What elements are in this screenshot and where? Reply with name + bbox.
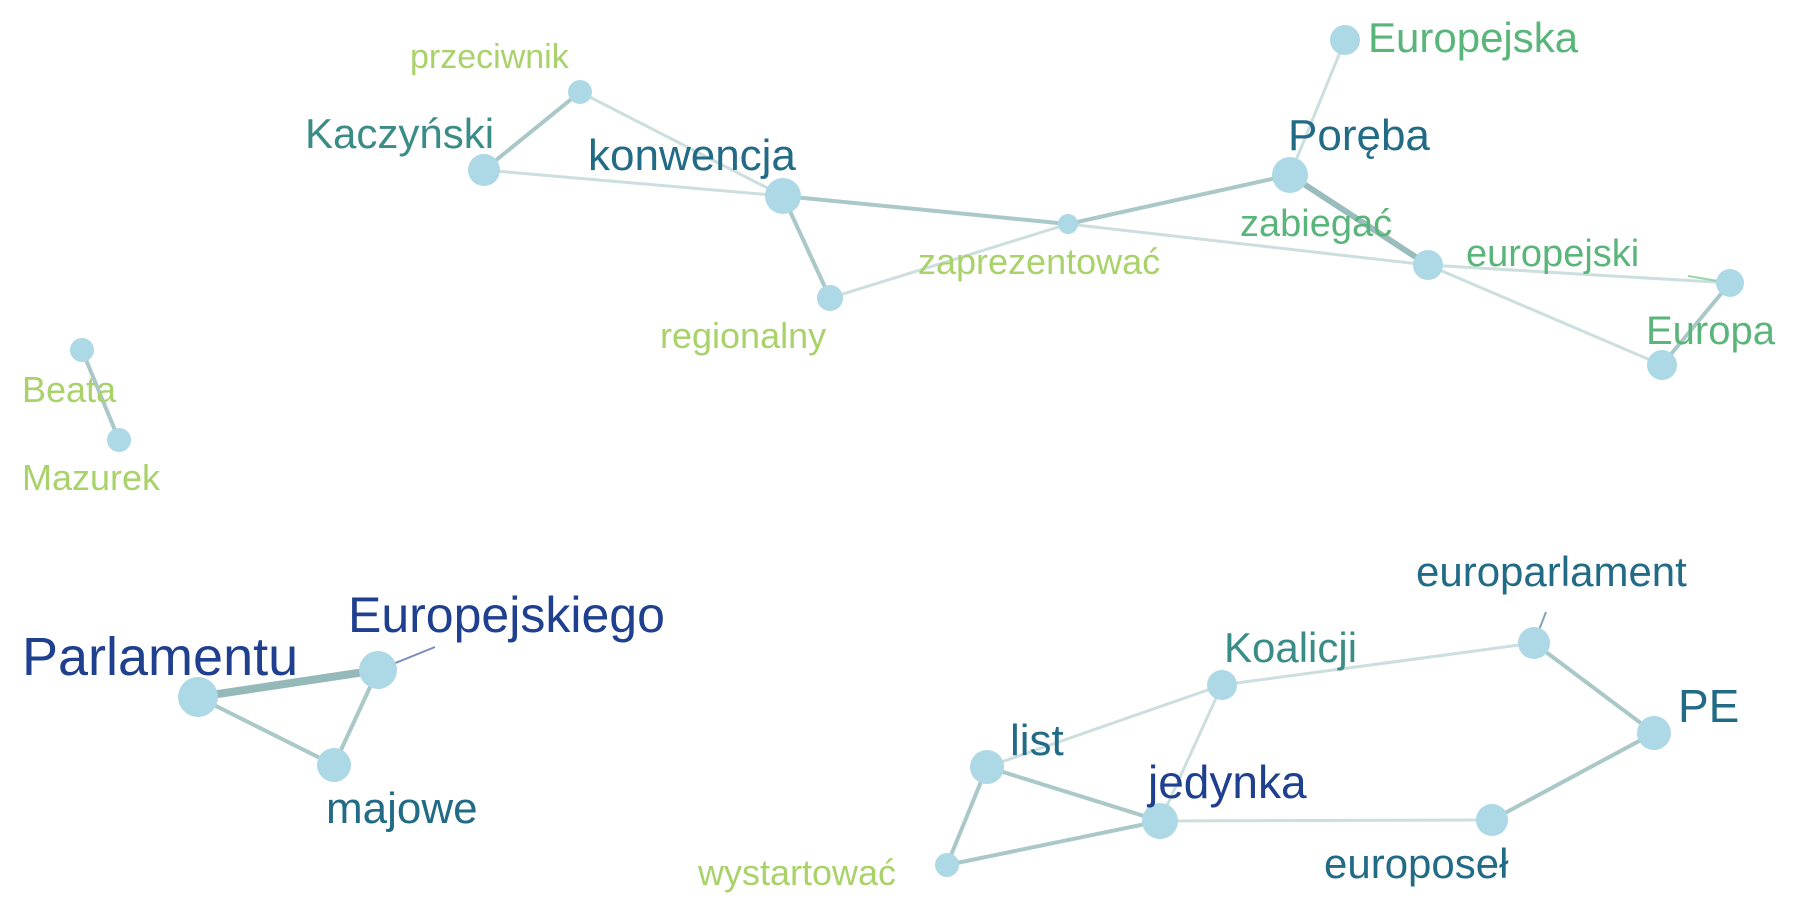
node-Beata[interactable]: [70, 338, 94, 362]
node-Mazurek[interactable]: [107, 428, 131, 452]
edges-layer: [80, 38, 1732, 867]
node-regionalny[interactable]: [817, 285, 843, 311]
node-label-przeciwnik: przeciwnik: [410, 38, 570, 76]
edge-regionalny-zaprezentowac: [828, 222, 1070, 300]
edge-europosel-jedynka: [1158, 818, 1494, 823]
edge-Kaczynski-konwencja: [482, 168, 785, 198]
edge-Beata-Mazurek: [80, 348, 121, 442]
edge-Koalicji-jedynka: [1158, 683, 1224, 823]
edge-konwencja-regionalny: [781, 194, 832, 300]
node-wystartowac[interactable]: [935, 853, 959, 877]
node-przeciwnik[interactable]: [568, 80, 592, 104]
node-label-Koalicji: Koalicji: [1224, 624, 1357, 671]
edge-Parlamentu-majowe: [196, 695, 336, 767]
edge-Poreba-zabiegac: [1287, 172, 1431, 268]
node-Europa[interactable]: [1647, 350, 1677, 380]
edge-zabiegac-Europa: [1426, 263, 1664, 367]
node-europarlament[interactable]: [1518, 627, 1550, 659]
edge-list-jedynka: [985, 765, 1162, 823]
node-label-europarlament: europarlament: [1416, 548, 1687, 595]
node-label-konwencja: konwencja: [588, 131, 796, 180]
node-label-zabiegac: zabiegać: [1240, 203, 1392, 245]
edge-Kaczynski-przeciwnik: [482, 90, 582, 172]
node-Europejska[interactable]: [1330, 25, 1360, 55]
edge-list-wystartowac: [945, 765, 989, 867]
node-label-Europejskiego: Europejskiego: [348, 587, 665, 643]
node-label-regionalny: regionalny: [660, 315, 826, 356]
edge-europarlament-PE: [1532, 641, 1656, 735]
edge-zaprezentowac-zabiegac: [1066, 222, 1430, 267]
edge-europejski-Europa: [1660, 281, 1732, 367]
node-label-Europa: Europa: [1646, 309, 1776, 353]
edge-Poreba-Europejska: [1288, 38, 1347, 177]
node-europosel[interactable]: [1476, 804, 1508, 836]
node-Koalicji[interactable]: [1207, 670, 1237, 700]
node-label-Parlamentu: Parlamentu: [22, 627, 298, 687]
edge-list-Koalicji: [985, 683, 1224, 769]
node-konwencja[interactable]: [765, 178, 801, 214]
edge-jedynka-wystartowac: [945, 819, 1162, 867]
edge-zaprezentowac-Poreba: [1066, 173, 1292, 226]
edge-zabiegac-europejski: [1426, 263, 1732, 285]
node-label-europejski: europejski: [1466, 233, 1639, 275]
edge-Koalicji-europarlament: [1220, 641, 1536, 687]
node-label-jedynka: jedynka: [1146, 756, 1307, 808]
node-europejski[interactable]: [1716, 269, 1744, 297]
node-zaprezentowac[interactable]: [1058, 214, 1078, 234]
node-PE[interactable]: [1637, 716, 1671, 750]
node-label-wystartowac: wystartować: [697, 852, 896, 893]
edge-konwencja-zaprezentowac: [781, 194, 1070, 226]
node-Poreba[interactable]: [1272, 157, 1308, 193]
node-label-zaprezentowac: zaprezentować: [918, 241, 1160, 282]
node-zabiegac[interactable]: [1413, 250, 1443, 280]
edge-przeciwnik-konwencja: [578, 90, 785, 198]
node-Parlamentu[interactable]: [178, 677, 218, 717]
node-label-PE: PE: [1678, 680, 1739, 732]
edge-Parlamentu-Europejskiego: [194, 666, 382, 701]
node-Europejskiego[interactable]: [359, 651, 397, 689]
labels-layer: przeciwnik Europejska Kaczyński konwencja Po…: [22, 14, 1776, 893]
node-label-Poreba: Poręba: [1288, 111, 1430, 160]
edge-PE-europosel: [1490, 731, 1656, 822]
node-Kaczynski[interactable]: [468, 154, 500, 186]
node-label-Beata: Beata: [22, 369, 117, 410]
nodes-layer: [70, 25, 1744, 877]
node-label-list: list: [1010, 716, 1064, 765]
node-label-majowe: majowe: [326, 784, 478, 833]
node-jedynka[interactable]: [1142, 803, 1178, 839]
node-label-Kaczynski: Kaczyński: [305, 110, 494, 157]
node-label-Europejska: Europejska: [1368, 14, 1579, 61]
node-majowe[interactable]: [317, 748, 351, 782]
node-list[interactable]: [970, 750, 1004, 784]
node-label-europosel: europoseł: [1324, 840, 1509, 887]
node-label-Mazurek: Mazurek: [22, 457, 161, 498]
